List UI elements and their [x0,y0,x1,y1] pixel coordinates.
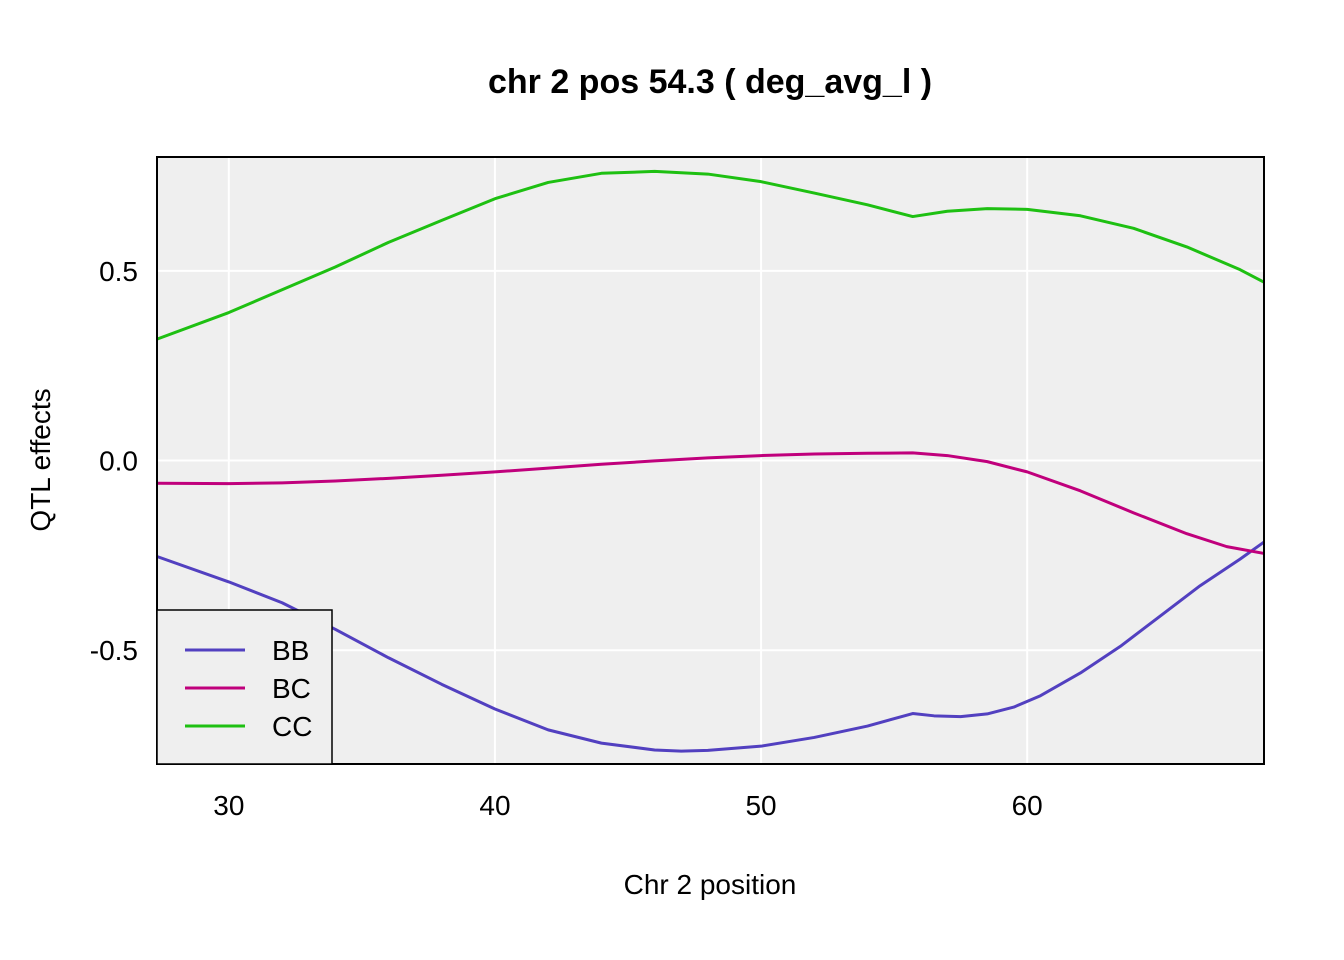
y-tick-label: 0.0 [99,446,138,477]
x-tick-label: 50 [745,790,776,821]
legend-label-bc: BC [272,673,311,704]
legend: BB BC CC [156,609,333,765]
legend-label-bb: BB [272,635,309,666]
x-tick-label: 60 [1012,790,1043,821]
plot-frame [156,156,1265,765]
y-tick-label: 0.5 [99,256,138,287]
series-line-bc [156,451,1265,555]
legend-label-cc: CC [272,711,312,742]
y-axis-ticks: -0.5 0.0 0.5 [90,256,138,666]
x-axis-label: Chr 2 position [624,869,797,900]
x-tick-label: 30 [213,790,244,821]
series-line-bb [156,540,1265,753]
series-lines [156,169,1265,753]
chart-title: chr 2 pos 54.3 ( deg_avg_l ) [488,63,932,101]
y-axis-label: QTL effects [25,388,56,531]
grid-lines [157,157,1264,764]
y-tick-label: -0.5 [90,635,138,666]
x-axis-ticks: 30 40 50 60 [213,790,1042,821]
series-line-cc [156,169,1265,341]
x-tick-label: 40 [479,790,510,821]
